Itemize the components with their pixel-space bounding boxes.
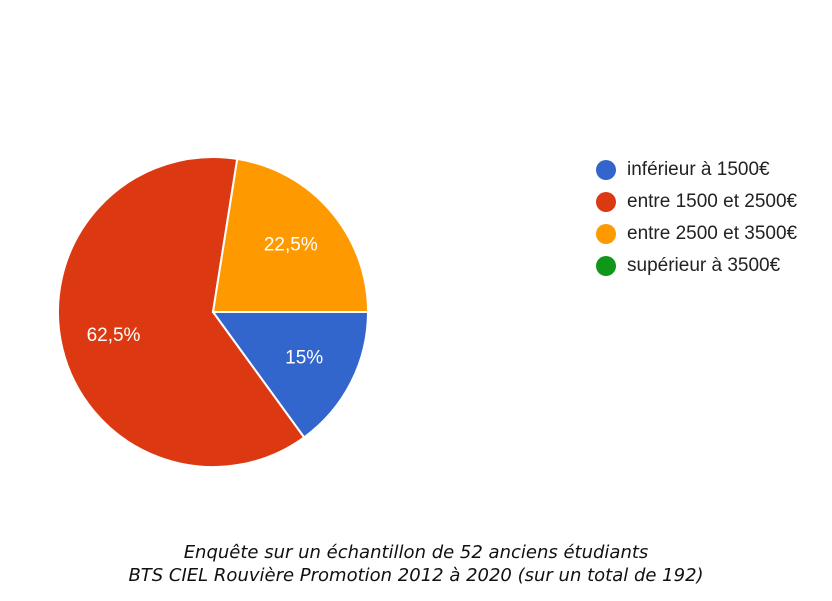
- legend-label-3: supérieur à 3500€: [627, 255, 781, 276]
- legend-swatch-2: [596, 224, 616, 244]
- legend-item-3: supérieur à 3500€: [596, 250, 797, 282]
- caption-line-1: Enquête sur un échantillon de 52 anciens…: [183, 542, 649, 563]
- legend-swatch-0: [596, 160, 616, 180]
- legend-swatch-1: [596, 192, 616, 212]
- legend-swatch-3: [596, 256, 616, 276]
- legend-item-1: entre 1500 et 2500€: [596, 186, 797, 218]
- legend-label-2: entre 2500 et 3500€: [627, 223, 798, 244]
- pie-slice-2: [211, 157, 370, 313]
- legend-item-0: inférieur à 1500€: [596, 154, 797, 186]
- chart-legend: inférieur à 1500€ entre 1500 et 2500€ entr…: [596, 154, 797, 282]
- legend-item-2: entre 2500 et 3500€: [596, 218, 797, 250]
- pie-slice-1: [57, 156, 306, 468]
- pie-slice-label-1: 62,5%: [87, 325, 141, 346]
- caption-line-2: BTS CIEL Rouvière Promotion 2012 à 2020 …: [128, 565, 704, 586]
- legend-label-0: inférieur à 1500€: [627, 159, 770, 180]
- legend-label-1: entre 1500 et 2500€: [627, 191, 798, 212]
- pie-slice-label-0: 15%: [285, 347, 323, 368]
- pie-slice-0: [211, 311, 370, 439]
- pie-slice-label-2: 22,5%: [264, 235, 318, 256]
